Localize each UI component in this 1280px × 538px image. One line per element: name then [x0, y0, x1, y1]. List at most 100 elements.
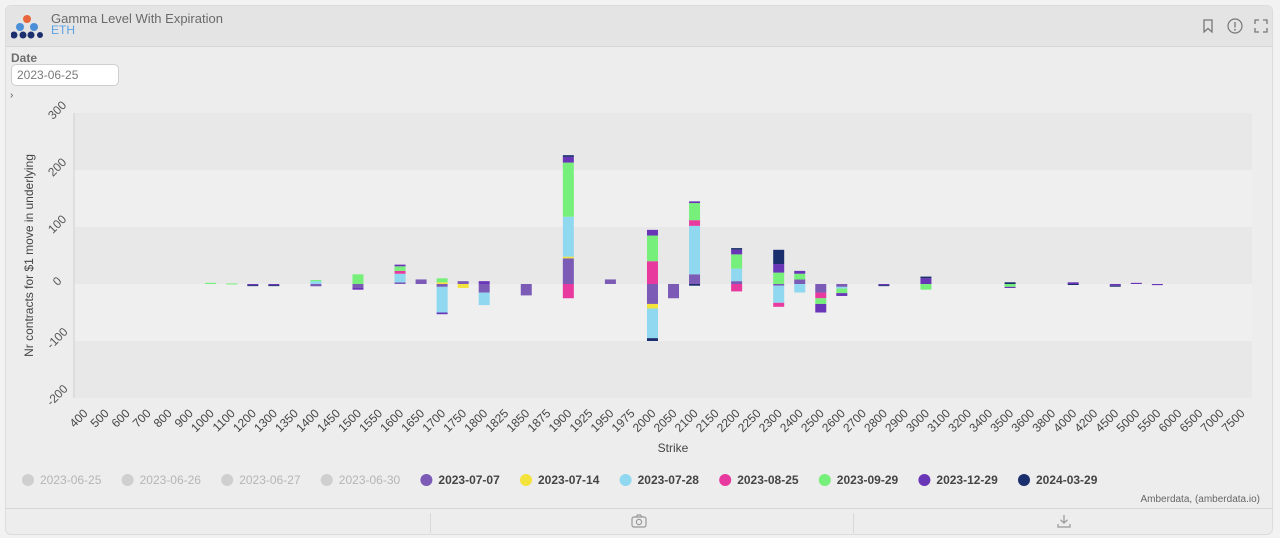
grid-band [74, 227, 1252, 284]
legend-item: 2023-06-30 [339, 473, 401, 487]
bar-segment [668, 284, 680, 299]
bar-segment [731, 254, 743, 269]
bar-segment [205, 282, 217, 284]
bar-segment [731, 284, 743, 292]
legend-item: 2023-12-29 [936, 473, 998, 487]
legend-marker [619, 474, 632, 486]
bar-segment [1004, 282, 1016, 284]
bar-segment [773, 284, 785, 286]
bar-segment [836, 288, 848, 294]
bar-segment [520, 284, 532, 296]
bar-segment [1067, 284, 1079, 285]
chart-card: Gamma Level With Expiration ETH Date 202… [5, 5, 1273, 535]
legend-marker [221, 474, 234, 486]
bar-segment [562, 155, 574, 157]
bar-segment [878, 285, 890, 287]
bar-segment [815, 303, 827, 313]
x-tick-label: 500 [88, 406, 112, 430]
download-icon[interactable] [1056, 514, 1072, 528]
bar-segment [352, 287, 364, 290]
x-axis-title: Strike [658, 441, 689, 455]
bar-segment [794, 273, 806, 280]
bar-segment [878, 284, 890, 286]
bar-segment [352, 274, 364, 284]
bar-segment [794, 270, 806, 274]
bookmark-icon[interactable] [1200, 18, 1216, 34]
legend-item: 2023-06-25 [40, 473, 102, 487]
legend-marker [1018, 474, 1030, 486]
bar-segment [247, 284, 259, 286]
legend-marker [918, 474, 931, 486]
bar-segment [646, 303, 658, 309]
legend-item: 2023-07-14 [538, 473, 600, 487]
expand-icon[interactable] [1253, 18, 1269, 34]
bar-segment [352, 284, 364, 288]
bar-segment [773, 285, 785, 303]
legend-marker [818, 474, 831, 486]
bar-segment [646, 308, 658, 339]
bar-segment [268, 285, 280, 287]
bar-segment [1151, 284, 1163, 286]
bar-segment [836, 284, 848, 287]
bar-segment [646, 229, 658, 236]
bar-segment [815, 298, 827, 304]
bar-segment [773, 264, 785, 273]
bar-segment [646, 261, 658, 284]
bar-segment [436, 312, 448, 315]
chart-credit: Amberdata, (amberdata.io) [1140, 494, 1260, 505]
legend-marker [121, 474, 134, 486]
grid-band [74, 113, 1252, 170]
bar-segment [394, 273, 406, 283]
camera-icon[interactable] [631, 514, 647, 528]
legend-item: 2023-06-26 [140, 473, 202, 487]
bar-segment [247, 285, 259, 287]
bar-segment [415, 279, 427, 284]
bar-segment [920, 276, 932, 279]
bar-segment [1130, 282, 1142, 284]
bar-segment [478, 284, 490, 293]
bar-segment [646, 235, 658, 262]
legend-item: 2024-03-29 [1036, 473, 1098, 487]
bar-segment [436, 286, 448, 313]
bar-segment [646, 284, 658, 304]
legend-marker [420, 474, 433, 486]
date-input[interactable]: 2023-06-25 [11, 64, 119, 86]
bar-segment [689, 220, 701, 226]
bar-segment [836, 293, 848, 296]
bar-segment [268, 284, 280, 286]
bar-segment [689, 225, 701, 275]
legend-item: 2023-09-29 [837, 473, 899, 487]
bar-segment [731, 268, 743, 282]
bar-segment [731, 281, 743, 284]
y-tick-label: 200 [45, 155, 69, 179]
bar-segment [731, 249, 743, 255]
grid-band [74, 341, 1252, 398]
bar-segment [689, 201, 701, 204]
bar-segment [689, 203, 701, 221]
bar-segment [310, 280, 322, 282]
bar-segment [562, 258, 574, 284]
y-tick-label: 100 [45, 212, 69, 236]
chevron-right-icon[interactable]: › [10, 90, 14, 101]
bar-segment [457, 281, 469, 284]
info-icon[interactable] [1227, 18, 1243, 34]
asset-subtitle: ETH [51, 23, 75, 37]
bar-segment [562, 156, 574, 163]
bar-segment [1004, 286, 1016, 288]
bar-segment [394, 266, 406, 271]
bar-segment [815, 292, 827, 299]
bar-segment [794, 279, 806, 284]
x-tick-label: 800 [151, 406, 175, 430]
bar-segment [1004, 284, 1016, 287]
bar-segment [920, 284, 932, 290]
bar-segment [562, 256, 574, 259]
bar-segment [562, 284, 574, 299]
bar-segment [478, 281, 490, 284]
x-tick-label: 7500 [1219, 406, 1248, 435]
bar-segment [1109, 285, 1121, 287]
date-label: Date [11, 51, 38, 65]
legend-marker [520, 474, 532, 486]
bar-segment [394, 264, 406, 267]
y-tick-label: -200 [44, 382, 71, 409]
legend-item: 2023-08-25 [737, 473, 799, 487]
